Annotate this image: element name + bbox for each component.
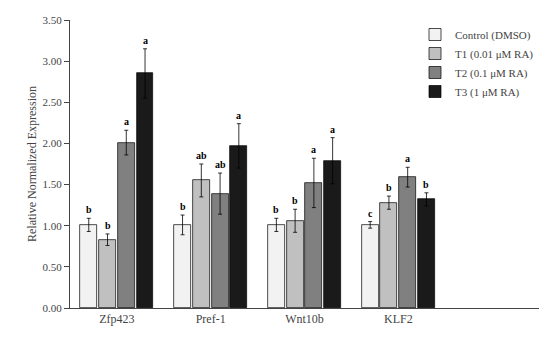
svg-text:KLF2: KLF2 <box>384 312 413 326</box>
svg-text:a: a <box>311 144 316 155</box>
svg-text:b: b <box>423 179 429 190</box>
svg-text:Pref-1: Pref-1 <box>196 312 226 326</box>
svg-text:b: b <box>292 195 298 206</box>
svg-text:a: a <box>143 35 148 46</box>
svg-text:Zfp423: Zfp423 <box>99 312 134 326</box>
svg-text:0.50: 0.50 <box>43 261 63 273</box>
svg-text:b: b <box>105 220 111 231</box>
svg-text:ab: ab <box>196 150 207 161</box>
svg-text:3.50: 3.50 <box>43 14 63 26</box>
svg-text:Control (DMSO): Control (DMSO) <box>455 29 531 42</box>
svg-text:1.00: 1.00 <box>43 220 63 232</box>
svg-text:T2 (0.1 μM RA): T2 (0.1 μM RA) <box>455 67 528 80</box>
svg-text:b: b <box>86 204 92 215</box>
svg-text:ab: ab <box>215 159 226 170</box>
svg-text:a: a <box>236 110 241 121</box>
svg-text:1.50: 1.50 <box>43 178 63 190</box>
svg-text:Relative Normalized Expression: Relative Normalized Expression <box>25 86 39 242</box>
svg-text:a: a <box>124 116 129 127</box>
svg-text:c: c <box>368 208 373 219</box>
svg-text:0.00: 0.00 <box>43 302 63 314</box>
svg-text:3.00: 3.00 <box>43 55 63 67</box>
svg-text:a: a <box>405 153 410 164</box>
svg-text:2.50: 2.50 <box>43 96 63 108</box>
svg-text:b: b <box>273 204 279 215</box>
svg-text:Wnt10b: Wnt10b <box>285 312 324 326</box>
svg-text:b: b <box>180 201 186 212</box>
svg-text:T1 (0.01 μM RA): T1 (0.01 μM RA) <box>455 48 533 61</box>
svg-text:T3 (1 μM RA): T3 (1 μM RA) <box>455 86 520 99</box>
svg-text:a: a <box>330 124 335 135</box>
svg-text:2.00: 2.00 <box>43 137 63 149</box>
svg-text:b: b <box>386 182 392 193</box>
